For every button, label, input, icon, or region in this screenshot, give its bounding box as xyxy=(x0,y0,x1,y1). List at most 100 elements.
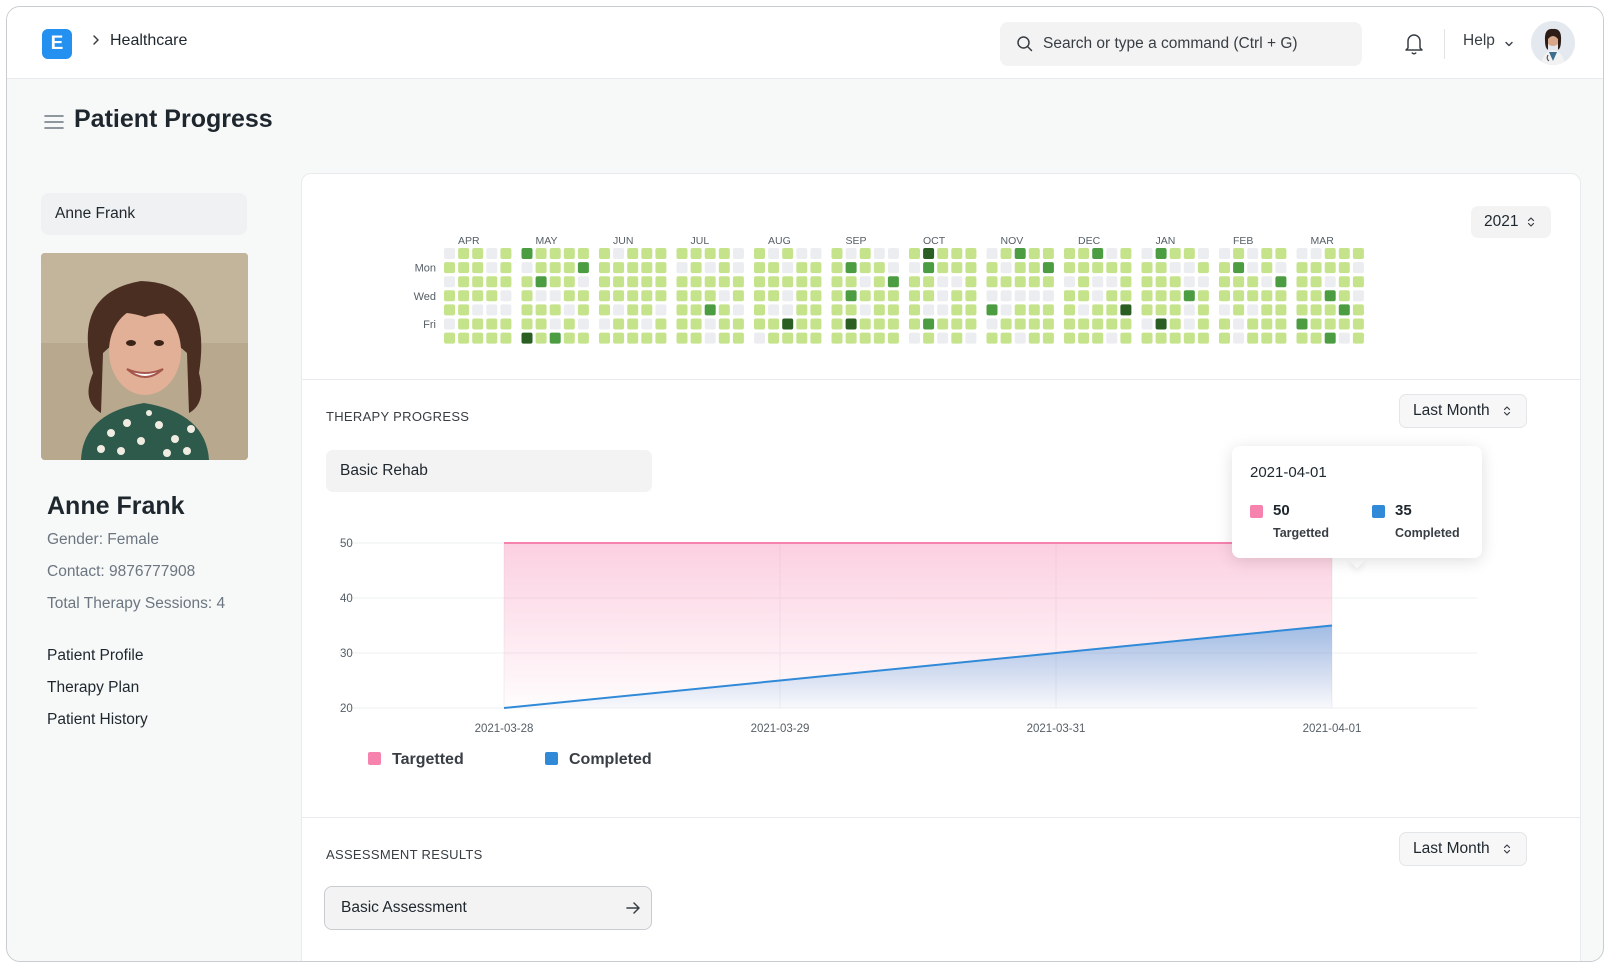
heatmap-day-cell[interactable] xyxy=(887,276,899,288)
heatmap-day-cell[interactable] xyxy=(1183,248,1195,259)
heatmap-day-cell[interactable] xyxy=(690,290,702,302)
heatmap-day-cell[interactable] xyxy=(1338,290,1350,302)
heatmap-day-cell[interactable] xyxy=(1092,304,1104,316)
heatmap-day-cell[interactable] xyxy=(472,276,484,288)
heatmap-day-cell[interactable] xyxy=(831,318,843,330)
heatmap-day-cell[interactable] xyxy=(1064,304,1075,316)
help-menu[interactable]: Help xyxy=(1463,32,1495,49)
heatmap-day-cell[interactable] xyxy=(887,332,899,344)
heatmap-day-cell[interactable] xyxy=(810,304,822,316)
heatmap-day-cell[interactable] xyxy=(655,262,667,274)
heatmap-day-cell[interactable] xyxy=(500,290,512,302)
heatmap-day-cell[interactable] xyxy=(627,262,639,274)
heatmap-day-cell[interactable] xyxy=(845,290,857,302)
breadcrumb-healthcare[interactable]: Healthcare xyxy=(110,32,188,49)
heatmap-day-cell[interactable] xyxy=(1233,332,1245,344)
heatmap-day-cell[interactable] xyxy=(887,290,899,302)
heatmap-day-cell[interactable] xyxy=(563,304,575,316)
patient-select[interactable]: Anne Frank xyxy=(41,193,247,235)
heatmap-day-cell[interactable] xyxy=(1078,262,1090,274)
heatmap-day-cell[interactable] xyxy=(486,290,498,302)
heatmap-day-cell[interactable] xyxy=(1352,262,1364,274)
heatmap-day-cell[interactable] xyxy=(810,318,822,330)
heatmap-day-cell[interactable] xyxy=(1141,262,1153,274)
heatmap-day-cell[interactable] xyxy=(782,248,794,259)
heatmap-day-cell[interactable] xyxy=(1324,290,1336,302)
heatmap-day-cell[interactable] xyxy=(1120,248,1132,259)
heatmap-day-cell[interactable] xyxy=(1338,332,1350,344)
heatmap-day-cell[interactable] xyxy=(873,262,885,274)
heatmap-day-cell[interactable] xyxy=(676,318,688,330)
heatmap-day-cell[interactable] xyxy=(965,318,977,330)
patient-history-link[interactable]: Patient History xyxy=(47,711,148,728)
heatmap-day-cell[interactable] xyxy=(1338,276,1350,288)
heatmap-day-cell[interactable] xyxy=(782,262,794,274)
heatmap-day-cell[interactable] xyxy=(563,262,575,274)
heatmap-day-cell[interactable] xyxy=(718,290,730,302)
series-line-completed[interactable] xyxy=(503,624,1333,709)
heatmap-day-cell[interactable] xyxy=(1338,248,1350,259)
heatmap-day-cell[interactable] xyxy=(676,304,688,316)
heatmap-day-cell[interactable] xyxy=(444,276,455,288)
heatmap-day-cell[interactable] xyxy=(549,262,561,274)
heatmap-day-cell[interactable] xyxy=(1169,318,1181,330)
heatmap-day-cell[interactable] xyxy=(923,318,935,330)
heatmap-day-cell[interactable] xyxy=(1000,248,1012,259)
heatmap-day-cell[interactable] xyxy=(782,304,794,316)
heatmap-day-cell[interactable] xyxy=(1338,304,1350,316)
heatmap-day-cell[interactable] xyxy=(1141,248,1153,259)
heatmap-day-cell[interactable] xyxy=(655,276,667,288)
heatmap-day-cell[interactable] xyxy=(1310,248,1322,259)
heatmap-day-cell[interactable] xyxy=(1219,332,1230,344)
heatmap-day-cell[interactable] xyxy=(1338,262,1350,274)
heatmap-day-cell[interactable] xyxy=(1014,262,1026,274)
heatmap-day-cell[interactable] xyxy=(563,332,575,344)
heatmap-day-cell[interactable] xyxy=(810,332,822,344)
heatmap-day-cell[interactable] xyxy=(577,318,589,330)
heatmap-day-cell[interactable] xyxy=(1064,332,1075,344)
heatmap-day-cell[interactable] xyxy=(754,332,765,344)
heatmap-day-cell[interactable] xyxy=(1120,304,1132,316)
heatmap-day-cell[interactable] xyxy=(718,276,730,288)
heatmap-day-cell[interactable] xyxy=(1296,304,1308,316)
heatmap-day-cell[interactable] xyxy=(1064,290,1075,302)
heatmap-day-cell[interactable] xyxy=(1197,262,1209,274)
heatmap-day-cell[interactable] xyxy=(937,248,949,259)
heatmap-day-cell[interactable] xyxy=(1233,304,1245,316)
heatmap-day-cell[interactable] xyxy=(521,290,533,302)
heatmap-day-cell[interactable] xyxy=(831,248,843,259)
heatmap-day-cell[interactable] xyxy=(444,262,455,274)
heatmap-day-cell[interactable] xyxy=(535,332,547,344)
heatmap-day-cell[interactable] xyxy=(704,318,716,330)
heatmap-day-cell[interactable] xyxy=(521,318,533,330)
heatmap-day-cell[interactable] xyxy=(472,318,484,330)
heatmap-day-cell[interactable] xyxy=(1352,332,1364,344)
heatmap-day-cell[interactable] xyxy=(859,262,871,274)
heatmap-day-cell[interactable] xyxy=(909,276,920,288)
heatmap-day-cell[interactable] xyxy=(1155,248,1167,259)
heatmap-day-cell[interactable] xyxy=(1120,262,1132,274)
heatmap-day-cell[interactable] xyxy=(444,332,455,344)
heatmap-day-cell[interactable] xyxy=(873,332,885,344)
heatmap-day-cell[interactable] xyxy=(951,276,963,288)
heatmap-day-cell[interactable] xyxy=(1247,304,1259,316)
heatmap-day-cell[interactable] xyxy=(810,276,822,288)
heatmap-day-cell[interactable] xyxy=(796,276,808,288)
heatmap-day-cell[interactable] xyxy=(704,248,716,259)
heatmap-day-cell[interactable] xyxy=(641,304,653,316)
heatmap-day-cell[interactable] xyxy=(1042,332,1054,344)
heatmap-day-cell[interactable] xyxy=(1219,290,1230,302)
heatmap-day-cell[interactable] xyxy=(690,304,702,316)
heatmap-day-cell[interactable] xyxy=(937,276,949,288)
heatmap-day-cell[interactable] xyxy=(535,248,547,259)
heatmap-day-cell[interactable] xyxy=(1141,332,1153,344)
heatmap-day-cell[interactable] xyxy=(986,248,998,259)
heatmap-day-cell[interactable] xyxy=(923,290,935,302)
assessment-select[interactable]: Basic Assessment xyxy=(324,886,652,930)
heatmap-day-cell[interactable] xyxy=(676,290,688,302)
heatmap-day-cell[interactable] xyxy=(1000,290,1012,302)
heatmap-day-cell[interactable] xyxy=(1155,318,1167,330)
heatmap-day-cell[interactable] xyxy=(1296,248,1308,259)
heatmap-day-cell[interactable] xyxy=(1141,276,1153,288)
heatmap-day-cell[interactable] xyxy=(782,332,794,344)
